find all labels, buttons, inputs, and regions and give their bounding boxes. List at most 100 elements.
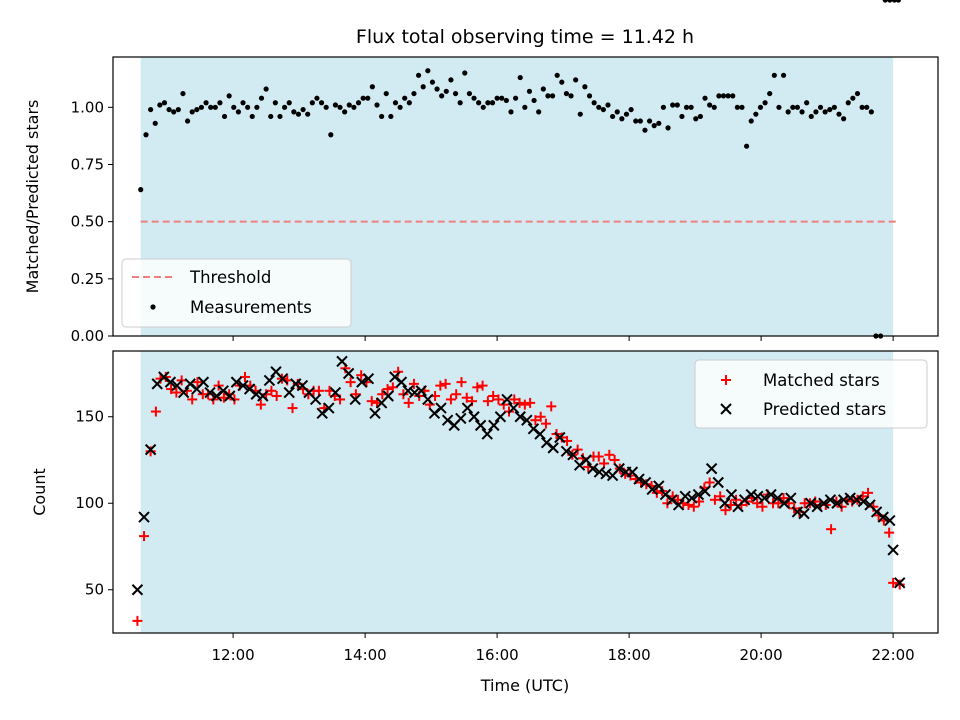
bottom-y-axis: 50 100 150 [75, 408, 113, 599]
measurement-point [443, 88, 449, 94]
predicted-star-point-b [408, 386, 421, 399]
measurement-point [476, 100, 482, 106]
measurement-point [531, 97, 537, 104]
measurement-point [582, 84, 588, 90]
legend-label-measurements: Measurements [190, 298, 312, 317]
predicted-star-point [600, 468, 612, 480]
predicted-star-point-b [804, 497, 817, 509]
predicted-star-point [692, 488, 705, 501]
measurement-points [138, 0, 901, 339]
measurement-point [683, 104, 690, 110]
predicted-star-point-b [771, 492, 784, 504]
predicted-star-point [197, 376, 210, 388]
measurement-point [808, 113, 814, 120]
measurement-point [882, 0, 888, 3]
measurement-point [365, 95, 371, 101]
predicted-star-point-b [626, 466, 639, 478]
y-tick-label: 100 [75, 494, 104, 512]
measurement-point [240, 100, 246, 106]
measurement-point [577, 111, 583, 117]
matched-star-point [720, 505, 731, 516]
measurement-point [591, 100, 597, 106]
measurement-point [471, 95, 477, 101]
measurement-point [208, 104, 214, 110]
measurement-point [697, 113, 704, 120]
matched-star-point [132, 615, 143, 626]
count-points [131, 355, 906, 626]
matched-star-point [345, 377, 356, 388]
predicted-star-point-b [336, 355, 348, 368]
predicted-star-point-b [659, 488, 672, 501]
predicted-star-point [402, 385, 414, 397]
x-tick-label: 12:00 [212, 646, 255, 664]
measurement-point [767, 90, 773, 97]
measurement-point [499, 95, 505, 101]
predicted-star-point-b [705, 462, 718, 475]
predicted-star-point [831, 497, 843, 509]
predicted-star-point [494, 411, 507, 423]
measurement-point [249, 113, 255, 120]
matched-star-point [139, 531, 150, 542]
measurement-point [282, 104, 288, 110]
predicted-star-point [501, 393, 513, 406]
legend-swatch-predicted-b [720, 403, 732, 415]
matched-star-point [546, 401, 557, 412]
predicted-star-point-b [283, 386, 295, 399]
predicted-star-point [521, 414, 533, 426]
predicted-star-point-b [758, 492, 771, 504]
matched-star-point [482, 396, 493, 407]
predicted-star-point-b [633, 473, 645, 485]
predicted-star-point [204, 386, 216, 399]
measurement-point [300, 106, 306, 113]
measurement-point [258, 95, 265, 101]
measurement-point [526, 88, 533, 94]
predicted-star-point-b [494, 411, 507, 423]
predicted-star-point [719, 497, 731, 509]
matched-star-point [403, 397, 414, 408]
bottom-x-axis: 12:00 14:00 16:00 18:00 20:00 22:00 [212, 633, 915, 664]
measurement-point [707, 102, 713, 108]
measurement-point [563, 90, 570, 97]
predicted-star-point-b [382, 390, 394, 402]
predicted-star-point-b [455, 412, 467, 425]
measurement-point [660, 104, 667, 110]
predicted-star-point-b [257, 390, 269, 402]
measurement-point [439, 93, 445, 99]
predicted-star-point-b [752, 490, 764, 503]
predicted-star-point [884, 514, 896, 527]
measurement-point [189, 109, 195, 115]
predicted-star-point-b [270, 366, 282, 378]
measurement-point [323, 104, 329, 110]
measurement-point [392, 100, 399, 106]
predicted-star-point-b [362, 372, 375, 385]
matched-star-point [593, 451, 604, 462]
measurement-point [369, 84, 375, 90]
matched-star-point [525, 397, 536, 408]
measurement-point [679, 113, 685, 120]
measurement-point [665, 125, 671, 131]
predicted-star-point-b [653, 480, 665, 492]
predicted-star-point [408, 386, 421, 399]
measurement-point [138, 187, 144, 193]
predicted-star-point-b [224, 390, 236, 402]
predicted-star-point [468, 411, 480, 423]
predicted-star-point [560, 445, 573, 458]
measurement-point [406, 100, 412, 106]
predicted-star-point [224, 390, 236, 402]
predicted-star-point [276, 372, 289, 385]
measurement-point [836, 111, 842, 117]
measurement-point [337, 104, 343, 110]
predicted-star-point-b [547, 442, 559, 454]
predicted-star-point-b [217, 385, 229, 397]
measurement-point [559, 79, 565, 85]
predicted-star-point-b [894, 577, 906, 589]
predicted-star-point-b [877, 511, 889, 523]
measurement-point [180, 90, 186, 97]
measurement-point [623, 111, 630, 117]
measurement-point [485, 100, 491, 106]
predicted-star-point [230, 376, 243, 388]
predicted-star-point-b [844, 492, 856, 504]
predicted-star-point [837, 494, 850, 506]
measurement-point [646, 118, 653, 124]
measurement-point [346, 102, 352, 108]
